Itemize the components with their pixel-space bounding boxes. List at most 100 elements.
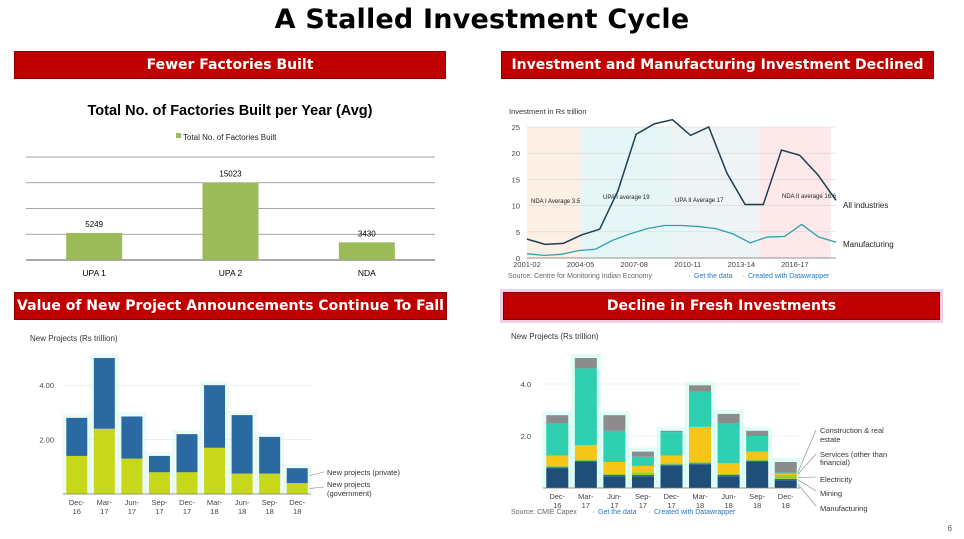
bar-segment-other bbox=[546, 415, 569, 423]
banner-factories: Fewer Factories Built bbox=[14, 51, 446, 79]
bar-segment-manufacturing bbox=[546, 468, 569, 488]
y-tick-label: 25 bbox=[512, 123, 520, 132]
x-tick-label: 2001-02 bbox=[513, 260, 541, 269]
bar-segment-new-projects-private- bbox=[148, 455, 170, 473]
bar-segment-electricity bbox=[717, 473, 740, 475]
banner-fresh-investments: Decline in Fresh Investments bbox=[503, 292, 940, 320]
bar-segment-manufacturing bbox=[717, 476, 740, 488]
get-data-link: Get the data bbox=[598, 509, 637, 516]
datawrapper-link: Created with Datawrapper bbox=[654, 509, 736, 516]
y-tick-label: 20 bbox=[512, 149, 520, 158]
x-tick-label: 2013-14 bbox=[728, 260, 756, 269]
y-tick-label: 4.0 bbox=[521, 380, 531, 389]
x-tick-label: Mar- bbox=[97, 498, 113, 507]
legend-label: financial) bbox=[820, 458, 851, 467]
bar-segment-new-projects-private- bbox=[204, 385, 226, 448]
y-axis-title: Investment in Rs trillion bbox=[509, 107, 587, 116]
bar-segment-manufacturing bbox=[774, 480, 797, 488]
legend-label: Construction & real bbox=[820, 426, 884, 435]
x-tick-label: 2010-11 bbox=[674, 260, 701, 269]
bar-segment-electricity bbox=[574, 459, 597, 461]
x-tick-label: 17 bbox=[639, 501, 647, 510]
bar-segment-new-projects-private- bbox=[231, 415, 253, 474]
bar-upa-2 bbox=[202, 182, 259, 260]
series-label: All industries bbox=[843, 201, 888, 210]
bar-segment-manufacturing bbox=[660, 465, 683, 488]
series-label: (government) bbox=[327, 489, 372, 498]
bar-segment-services-other-than-financial- bbox=[717, 463, 740, 474]
bar-segment-other bbox=[603, 415, 626, 431]
bar-segment-electricity bbox=[774, 475, 797, 479]
legend-label: estate bbox=[820, 435, 840, 444]
x-tick-label: 17 bbox=[100, 507, 108, 516]
period-shade bbox=[669, 127, 760, 258]
bar-segment-construction-real-estate bbox=[717, 423, 740, 464]
y-tick-label: 0 bbox=[516, 254, 520, 263]
series-line-all-industries bbox=[526, 118, 837, 246]
legend-leader bbox=[797, 429, 817, 474]
x-tick-label: UPA 1 bbox=[82, 268, 106, 278]
bar-segment-new-projects-private- bbox=[66, 417, 88, 456]
series-line-manufacturing bbox=[526, 223, 837, 257]
x-tick-label: Mar- bbox=[207, 498, 223, 507]
x-tick-label: 2004-05 bbox=[567, 260, 595, 269]
data-label: 5249 bbox=[85, 220, 103, 229]
datawrapper-link: Created with Datawrapper bbox=[748, 273, 830, 280]
bar-segment-new-projects-government- bbox=[66, 455, 88, 494]
bar-nda bbox=[338, 242, 395, 260]
bar-segment-mining bbox=[631, 475, 654, 477]
bar-segment-new-projects-government- bbox=[204, 447, 226, 494]
x-tick-label: Sep- bbox=[152, 498, 168, 507]
x-tick-label: 18 bbox=[782, 501, 790, 510]
y-axis-title: New Projects (Rs trillion) bbox=[511, 332, 599, 341]
series-label: New projects (private) bbox=[327, 468, 400, 477]
bar-segment-new-projects-government- bbox=[286, 483, 308, 494]
bar-segment-manufacturing bbox=[689, 464, 712, 488]
legend-label: Manufacturing bbox=[820, 504, 868, 513]
x-tick-label: 17 bbox=[183, 507, 191, 516]
x-tick-label: 18 bbox=[238, 507, 246, 516]
x-tick-label: 18 bbox=[210, 507, 218, 516]
legend-leader bbox=[309, 486, 325, 489]
x-tick-label: Mar- bbox=[578, 492, 594, 501]
x-tick-label: 18 bbox=[293, 507, 301, 516]
bar-segment-construction-real-estate bbox=[660, 432, 683, 456]
x-tick-label: 18 bbox=[753, 501, 761, 510]
x-tick-label: Sep- bbox=[635, 492, 651, 501]
bar-segment-manufacturing bbox=[746, 462, 769, 488]
bar-segment-new-projects-government- bbox=[121, 458, 143, 494]
x-tick-label: Dec- bbox=[778, 492, 794, 501]
bar-segment-other bbox=[717, 413, 740, 423]
bar-segment-electricity bbox=[631, 472, 654, 475]
x-tick-label: Jun- bbox=[721, 492, 736, 501]
bar-segment-construction-real-estate bbox=[746, 436, 769, 452]
page-number: 6 bbox=[947, 524, 952, 533]
bar-segment-mining bbox=[746, 460, 769, 462]
banner-announcements: Value of New Project Announcements Conti… bbox=[14, 292, 447, 320]
bar-segment-new-projects-government- bbox=[176, 472, 198, 494]
legend-label: Total No. of Factories Built bbox=[183, 133, 277, 142]
x-tick-label: 18 bbox=[265, 507, 273, 516]
bar-segment-other bbox=[774, 462, 797, 473]
bar-segment-mining bbox=[689, 463, 712, 465]
bar-segment-other bbox=[660, 430, 683, 433]
banner-investment: Investment and Manufacturing Investment … bbox=[501, 51, 934, 79]
source-note: Source: CMIE Capex bbox=[511, 509, 577, 516]
y-tick-label: 4.00 bbox=[39, 381, 54, 390]
x-tick-label: UPA 2 bbox=[219, 268, 243, 278]
y-tick-label: 2.0 bbox=[521, 432, 531, 441]
x-tick-label: 17 bbox=[667, 501, 675, 510]
legend-leader bbox=[797, 453, 817, 475]
bar-segment-new-projects-private- bbox=[286, 468, 308, 484]
bar-segment-construction-real-estate bbox=[546, 423, 569, 456]
x-tick-label: Dec- bbox=[289, 498, 305, 507]
bar-segment-services-other-than-financial- bbox=[660, 455, 683, 464]
legend-leader bbox=[797, 476, 817, 478]
separator: · bbox=[742, 273, 744, 280]
y-tick-label: 10 bbox=[512, 202, 520, 211]
legend-label: Mining bbox=[820, 489, 842, 498]
bar-segment-services-other-than-financial- bbox=[631, 465, 654, 473]
page-title: A Stalled Investment Cycle bbox=[274, 4, 690, 35]
period-shade bbox=[527, 127, 581, 258]
